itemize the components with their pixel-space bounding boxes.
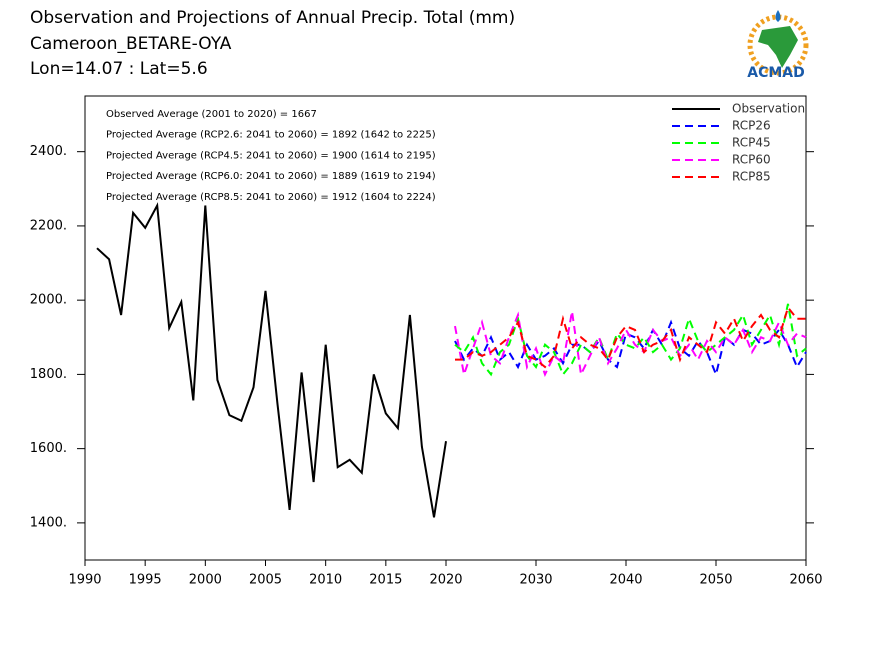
annotation: Observed Average (2001 to 2020) = 1667 [106,109,317,120]
x-tick-label: 2015 [369,573,402,588]
x-tick-label: 2030 [519,573,552,588]
legend-label: RCP45 [732,136,771,150]
legend-label: RCP85 [732,170,771,184]
x-tick-label: 2020 [429,573,462,588]
y-tick-label: 2400. [30,144,67,159]
annotation: Projected Average (RCP4.5: 2041 to 2060)… [106,150,436,161]
plot-frame [84,95,807,561]
y-tick-label: 1400. [30,515,67,530]
y-tick-label: 1800. [30,367,67,382]
y-tick-label: 1600. [30,441,67,456]
legend-label: RCP26 [732,119,771,133]
series-line [454,311,807,379]
y-tick-label: 2200. [30,218,67,233]
annotation: Projected Average (RCP6.0: 2041 to 2060)… [106,171,436,182]
x-tick-label: 2050 [699,573,732,588]
logo-drop [775,10,781,22]
logo-africa [758,26,798,68]
legend-label: Observation [732,102,805,116]
y-tick-label: 2000. [30,293,67,308]
x-tick-label: 2040 [609,573,642,588]
annotation: Projected Average (RCP8.5: 2041 to 2060)… [106,192,436,203]
x-tick-label: 2060 [789,573,822,588]
x-tick-label: 1990 [68,573,101,588]
x-tick-label: 1995 [129,573,162,588]
series-line [96,202,447,518]
x-tick-label: 2000 [189,573,222,588]
logo: ACMAD [747,10,809,81]
chart-subtitle: Lon=14.07 : Lat=5.6 [30,59,208,79]
legend-label: RCP60 [732,153,771,167]
chart-subtitle: Cameroon_BETARE-OYA [30,34,232,54]
x-tick-label: 2005 [249,573,282,588]
annotation: Projected Average (RCP2.6: 2041 to 2060)… [106,130,436,141]
series-line [455,305,806,369]
x-tick-label: 2010 [309,573,342,588]
logo-text: ACMAD [747,65,805,81]
logo-ring [747,14,809,76]
chart-title: Observation and Projections of Annual Pr… [30,8,515,28]
